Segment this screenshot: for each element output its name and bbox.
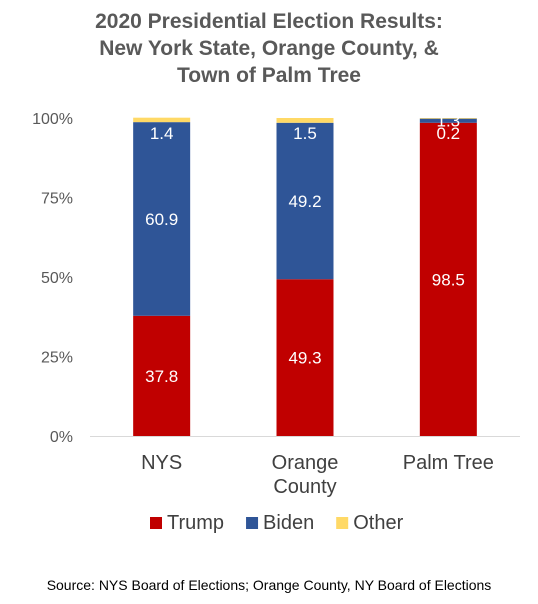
legend-label-trump: Trump xyxy=(167,512,224,534)
y-tick-label: 100% xyxy=(32,111,73,128)
category-label: Palm Tree xyxy=(403,452,494,474)
data-label-biden: 60.9 xyxy=(145,210,178,229)
data-label-biden: 49.2 xyxy=(288,192,321,211)
data-label-trump: 37.8 xyxy=(145,367,178,386)
bar-biden xyxy=(419,118,477,123)
legend-label-other: Other xyxy=(353,512,403,534)
bar-trump xyxy=(133,315,191,436)
legend-swatch-biden xyxy=(246,517,259,529)
chart-title: 2020 Presidential Election Results: New … xyxy=(0,8,538,89)
bar-other xyxy=(276,118,334,123)
y-tick-label: 25% xyxy=(41,350,73,367)
data-label-trump: 49.3 xyxy=(288,349,321,368)
stacked-bar-chart: 0% 25% 50% 75% 100% 37.8 60.9 1.4 NYS 49.3 49.2 1.5… xyxy=(32,111,520,534)
data-label-other: 1.5 xyxy=(293,124,317,143)
category-label: Orange xyxy=(272,452,339,474)
bar-other xyxy=(133,117,191,123)
y-tick-label: 0% xyxy=(50,429,73,446)
y-tick-label: 50% xyxy=(41,270,73,287)
data-label-other: 0.2 xyxy=(437,124,461,143)
bar-biden xyxy=(133,122,191,316)
title-line-3: Town of Palm Tree xyxy=(177,64,361,87)
bar-other xyxy=(419,118,477,119)
category-label: NYS xyxy=(141,452,182,474)
bar-trump xyxy=(276,279,334,436)
data-label-other: 1.4 xyxy=(150,124,174,143)
data-label-trump: 98.5 xyxy=(432,270,465,289)
y-tick-label: 75% xyxy=(41,191,73,208)
category-label: County xyxy=(273,476,336,498)
source-note: Source: NYS Board of Elections; Orange C… xyxy=(46,577,492,593)
bar-trump xyxy=(419,122,477,437)
legend-swatch-trump xyxy=(150,517,162,529)
data-label-biden: 1.3 xyxy=(437,112,461,131)
legend-label-biden: Biden xyxy=(263,512,314,534)
title-line-1: 2020 Presidential Election Results: xyxy=(95,10,443,33)
legend-swatch-other xyxy=(336,517,349,529)
bar-biden xyxy=(276,122,334,280)
title-line-2: New York State, Orange County, & xyxy=(99,37,439,60)
